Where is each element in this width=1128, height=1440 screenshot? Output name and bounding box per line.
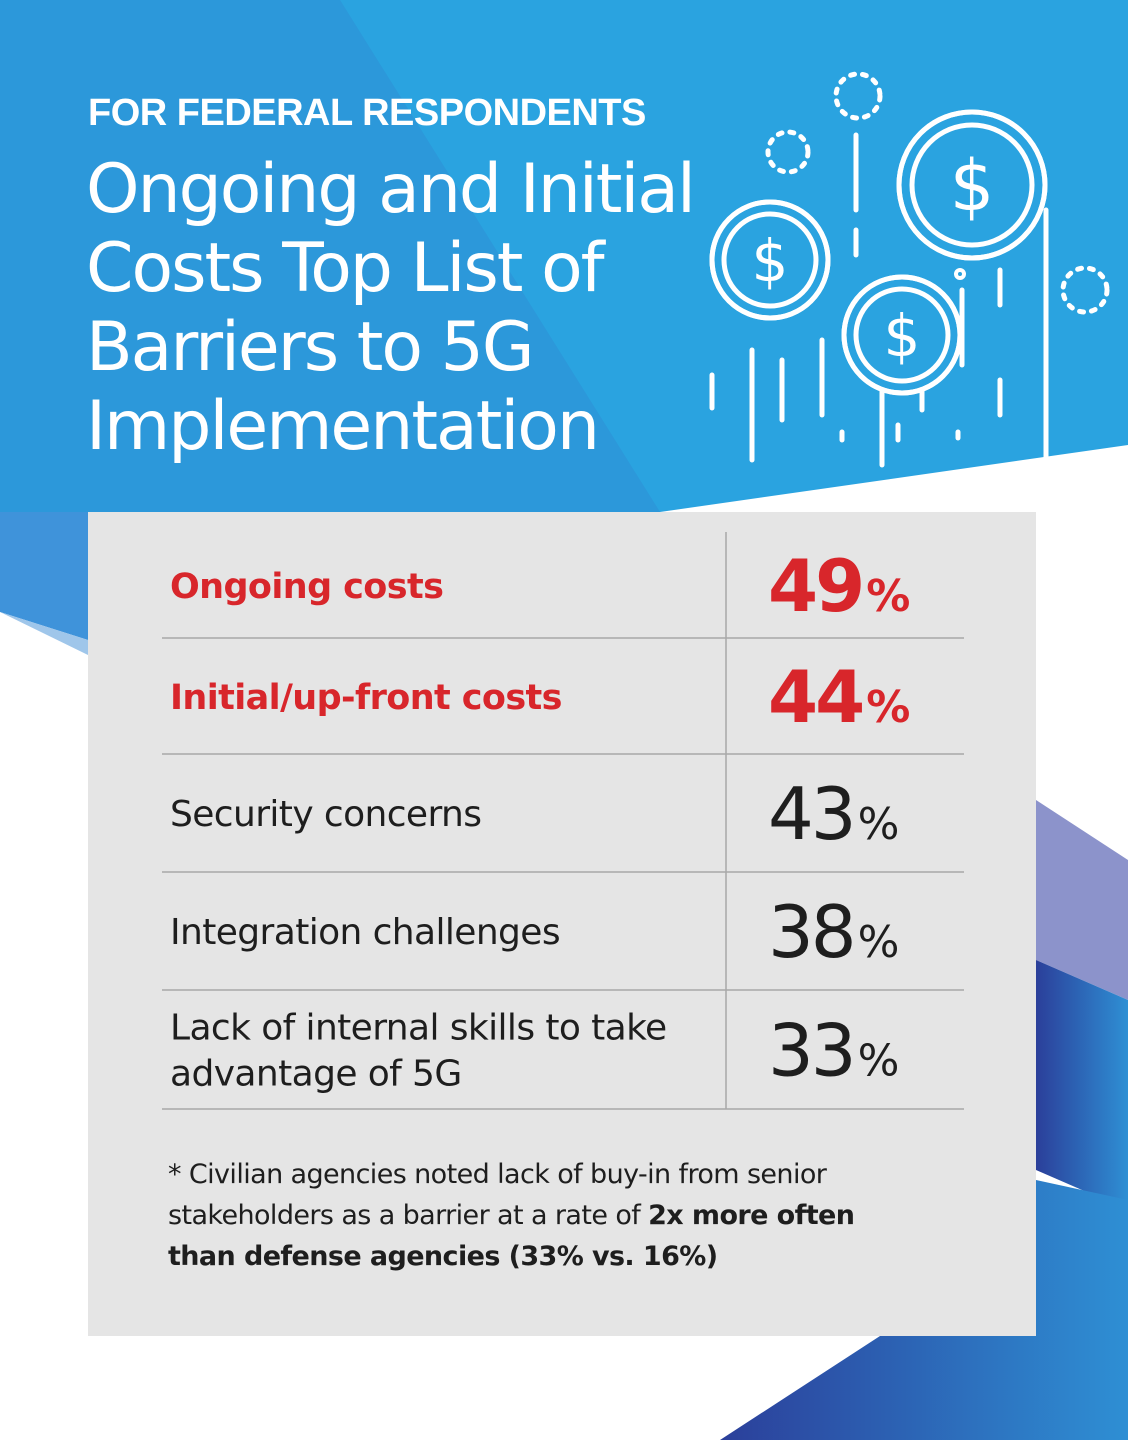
barrier-label: Integration challenges [170, 912, 560, 953]
barrier-label: Security concerns [170, 794, 481, 835]
barrier-value: 43% [768, 772, 898, 856]
barrier-value: 44% [768, 655, 909, 739]
barrier-label: Ongoing costs [170, 567, 443, 607]
footnote-text: * Civilian agencies noted lack of buy-in… [168, 1159, 827, 1231]
footnote: * Civilian agencies noted lack of buy-in… [168, 1154, 888, 1277]
svg-text:$: $ [950, 145, 995, 227]
page-title: Ongoing and Initial Costs Top List of Ba… [86, 150, 696, 466]
barriers-panel: Ongoing costs 49% Initial/up-front costs 44… [88, 512, 1036, 1336]
svg-text:$: $ [752, 227, 789, 295]
barrier-label: Initial/up-front costs [170, 678, 562, 718]
dollar-coins-icon: $ $ $ [709, 71, 1110, 468]
section-eyebrow: FOR FEDERAL RESPONDENTS [88, 92, 646, 134]
barrier-value: 38% [768, 890, 898, 974]
footnote-emphasis: 2x more often than defense agencies (33%… [168, 1200, 855, 1272]
barrier-value: 49% [768, 544, 909, 628]
svg-text:$: $ [884, 302, 921, 370]
barrier-value: 33% [768, 1009, 898, 1093]
barrier-label: Lack of internal skills to take advantage… [170, 1008, 667, 1095]
barriers-table: Ongoing costs 49% Initial/up-front costs 44… [162, 532, 964, 1110]
